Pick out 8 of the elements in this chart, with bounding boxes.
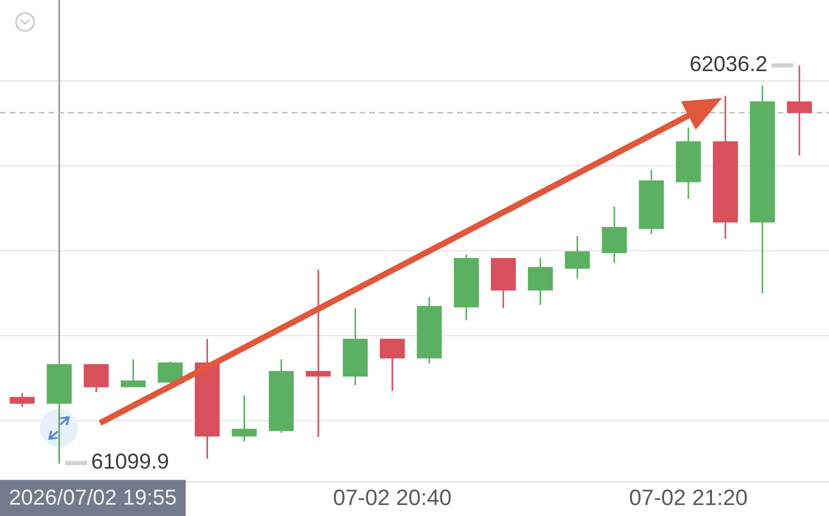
annotation: 61099.9: [92, 454, 168, 469]
ref-line-label: 2026/07/02 19:55: [10, 488, 176, 505]
candlestick: [232, 394, 257, 442]
x-tick-label: 07-02 21:20: [630, 490, 747, 506]
candlestick: [306, 269, 331, 438]
annotation: 62036.2: [690, 56, 766, 72]
candlestick: [786, 64, 812, 156]
x-tick-label: 07-02 20:40: [334, 490, 451, 506]
